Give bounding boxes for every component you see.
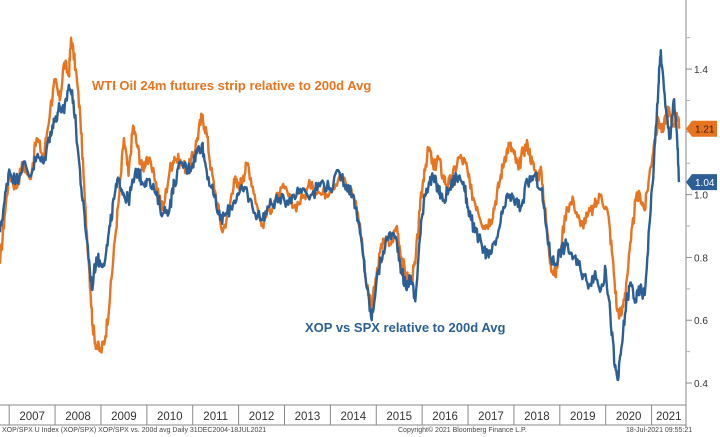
x-year-label: 2010: [157, 411, 183, 423]
x-year-label: 2020: [616, 411, 642, 423]
last-value-label: 1.21: [695, 125, 715, 136]
x-year-label: 2018: [524, 411, 550, 423]
x-year-label: 2009: [111, 411, 137, 423]
y-tick-label: 0.6: [694, 316, 708, 327]
footer-copyright: Copyright© 2021 Bloomberg Finance L.P.: [398, 427, 527, 434]
x-year-label: 2016: [432, 411, 458, 423]
xop-series-annotation: XOP vs SPX relative to 200d Avg: [305, 320, 505, 335]
x-year-label: 2013: [295, 411, 321, 423]
x-year-label: 2012: [249, 411, 275, 423]
y-tick-label: 1.4: [694, 65, 708, 76]
xop-last-value-tag: [686, 174, 717, 191]
wti-series-annotation: WTI Oil 24m futures strip relative to 20…: [92, 78, 371, 93]
x-year-label: 2015: [386, 411, 412, 423]
x-year-label: 2007: [19, 411, 45, 423]
y-tick-label: 0.8: [694, 253, 708, 264]
x-year-label: 2011: [203, 411, 228, 423]
footer-timestamp: 18-Jul-2021 09:55:21: [626, 427, 693, 434]
x-year-label: 2017: [478, 411, 504, 423]
last-value-label: 1.04: [695, 178, 715, 189]
xop-series-line: [0, 49, 681, 382]
footer-index-text: XOP/SPX U Index (XOP/SPX) XOP/SPX vs. 20…: [2, 427, 267, 434]
x-year-label: 2021: [656, 411, 682, 423]
x-year-label: 2008: [65, 411, 91, 423]
wti-last-value-tag: [686, 120, 717, 137]
x-year-label: 2019: [570, 411, 596, 423]
x-year-label: 2014: [341, 411, 367, 423]
y-tick-label: 1.0: [694, 191, 708, 202]
y-tick-label: 0.4: [694, 379, 708, 390]
